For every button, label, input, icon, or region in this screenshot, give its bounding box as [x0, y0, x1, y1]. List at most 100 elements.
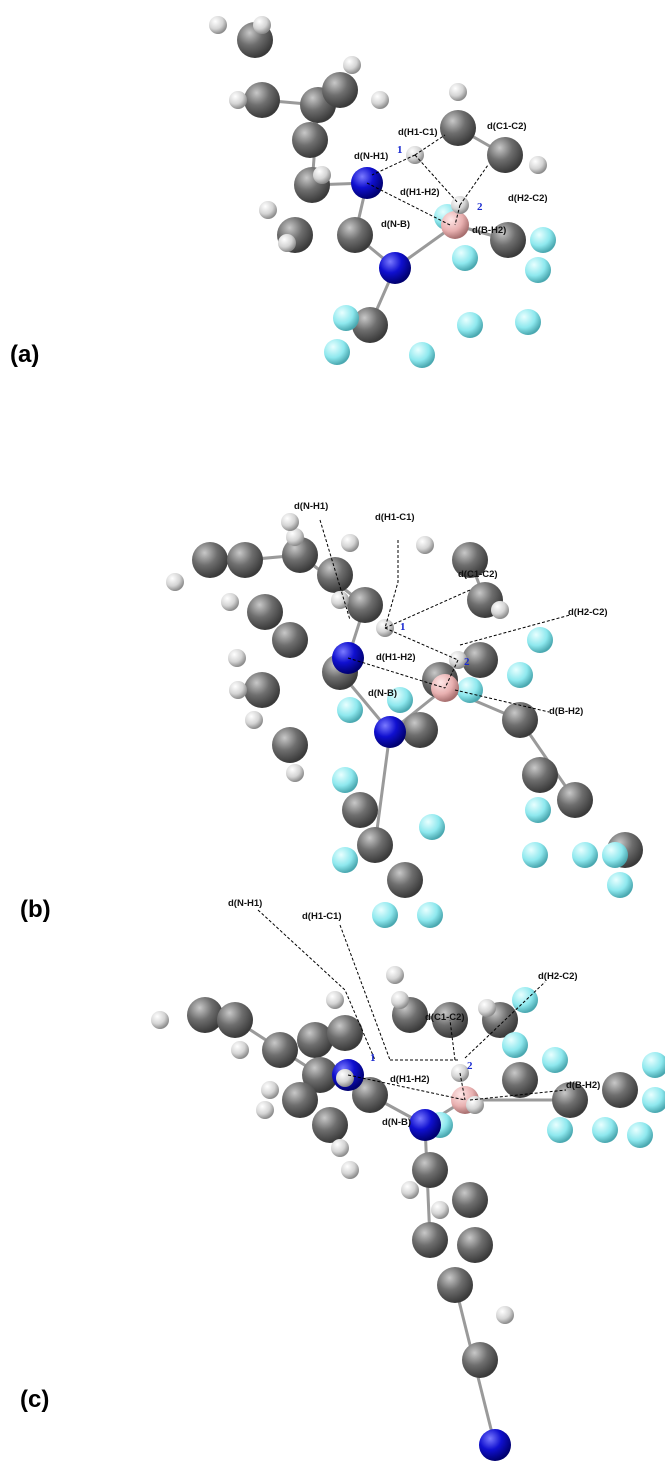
- atom: [496, 1306, 514, 1324]
- atom: [416, 536, 434, 554]
- atom: [228, 649, 246, 667]
- atom: [387, 862, 423, 898]
- atom: [529, 156, 547, 174]
- atom-marker: 1: [397, 144, 403, 156]
- atom: [192, 542, 228, 578]
- atom: [602, 1072, 638, 1108]
- atom-marker: 1: [370, 1052, 376, 1064]
- atom: [333, 305, 359, 331]
- atom: [401, 1181, 419, 1199]
- annotation: d(B-H2): [549, 706, 583, 717]
- atom: [166, 573, 184, 591]
- atom: [347, 587, 383, 623]
- atom: [602, 842, 628, 868]
- atom: [530, 227, 556, 253]
- atom: [326, 991, 344, 1009]
- atom: [331, 1139, 349, 1157]
- annotation: d(H1-C1): [398, 127, 438, 138]
- atom: [627, 1122, 653, 1148]
- atom: [332, 847, 358, 873]
- atom: [229, 91, 247, 109]
- atom: [452, 1182, 488, 1218]
- atom: [261, 1081, 279, 1099]
- annotation: d(H1-C1): [302, 911, 342, 922]
- atom: [386, 966, 404, 984]
- atom: [374, 716, 406, 748]
- atom: [272, 727, 308, 763]
- annotation: d(H1-H2): [400, 187, 440, 198]
- atom: [262, 1032, 298, 1068]
- atom-marker: 2: [467, 1060, 473, 1072]
- atom: [217, 1002, 253, 1038]
- annotation: d(H1-H2): [376, 652, 416, 663]
- atom: [391, 991, 409, 1009]
- atom: [409, 342, 435, 368]
- atom: [297, 1022, 333, 1058]
- distance-line: [415, 135, 445, 155]
- atom: [419, 814, 445, 840]
- atom: [572, 842, 598, 868]
- atom: [357, 827, 393, 863]
- atom: [452, 245, 478, 271]
- panel-label: (b): [20, 896, 51, 923]
- atom: [402, 712, 438, 748]
- atom-marker: 2: [464, 656, 470, 668]
- annotation: d(N-B): [368, 688, 397, 699]
- distance-line: [385, 590, 470, 628]
- atom: [187, 997, 223, 1033]
- molecules: [151, 16, 665, 1461]
- atom: [371, 91, 389, 109]
- atom: [336, 1069, 354, 1087]
- atom: [522, 757, 558, 793]
- atom: [229, 681, 247, 699]
- atom: [502, 1062, 538, 1098]
- atom: [449, 83, 467, 101]
- annotation: d(N-B): [381, 219, 410, 230]
- atom: [412, 1222, 448, 1258]
- atom: [417, 902, 443, 928]
- atom: [244, 82, 280, 118]
- atom: [324, 339, 350, 365]
- atom: [343, 56, 361, 74]
- atom: [412, 1152, 448, 1188]
- annotation: d(C1-C2): [425, 1012, 465, 1023]
- atom: [525, 257, 551, 283]
- annotation: d(C1-C2): [458, 569, 498, 580]
- atom: [151, 1011, 169, 1029]
- atom: [542, 1047, 568, 1073]
- annotation: d(H2-C2): [538, 971, 578, 982]
- atom: [515, 309, 541, 335]
- annotation: d(H2-C2): [568, 607, 608, 618]
- atom: [547, 1117, 573, 1143]
- atom: [272, 622, 308, 658]
- atom: [409, 1109, 441, 1141]
- atom: [379, 252, 411, 284]
- atom: [312, 1107, 348, 1143]
- atom: [491, 601, 509, 619]
- atom: [341, 534, 359, 552]
- atom: [286, 764, 304, 782]
- atom-marker: 1: [400, 621, 406, 633]
- atom: [292, 122, 328, 158]
- atom: [259, 201, 277, 219]
- annotation: d(N-B): [382, 1117, 411, 1128]
- atom: [525, 797, 551, 823]
- atom: [281, 513, 299, 531]
- annotation: d(H2-C2): [508, 193, 548, 204]
- annotation: d(N-H1): [228, 898, 262, 909]
- atom: [209, 16, 227, 34]
- atom: [245, 711, 263, 729]
- atom: [227, 542, 263, 578]
- distance-line: [460, 165, 488, 205]
- atom: [592, 1117, 618, 1143]
- figure: (a) d(H1-C1) d(C1-C2) d(N-H1) d(H1-H2) d…: [0, 0, 665, 1466]
- annotation: d(N-H1): [294, 501, 328, 512]
- atom: [462, 1342, 498, 1378]
- atom: [247, 594, 283, 630]
- atom: [322, 72, 358, 108]
- atom: [431, 1201, 449, 1219]
- annotation: d(H1-H2): [390, 1074, 430, 1085]
- atom: [278, 234, 296, 252]
- atom: [313, 166, 331, 184]
- atom: [522, 842, 548, 868]
